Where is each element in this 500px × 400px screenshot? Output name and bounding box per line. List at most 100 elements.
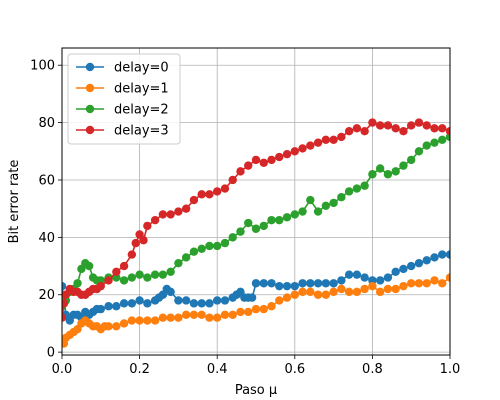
data-point <box>213 241 222 251</box>
data-point <box>313 290 323 299</box>
data-point <box>267 302 276 311</box>
data-point <box>391 124 400 133</box>
data-point <box>391 167 400 176</box>
data-point <box>96 304 106 314</box>
data-point <box>344 287 354 297</box>
x-tick-label: 1.0 <box>440 362 461 377</box>
data-point <box>259 158 268 167</box>
data-point <box>438 279 447 288</box>
data-point <box>135 270 144 279</box>
legend-marker <box>85 125 95 135</box>
data-point <box>368 281 377 291</box>
data-point <box>127 250 137 259</box>
data-point <box>259 279 268 288</box>
data-point <box>407 121 416 130</box>
data-point <box>313 207 323 216</box>
data-point <box>360 181 369 190</box>
data-point <box>337 192 346 202</box>
data-point <box>205 190 214 199</box>
data-point <box>445 250 450 259</box>
data-point <box>166 313 175 322</box>
data-point <box>119 276 129 285</box>
data-point <box>197 190 206 199</box>
data-point <box>228 310 237 320</box>
legend-label: delay=0 <box>114 61 169 76</box>
data-point <box>112 322 121 331</box>
y-axis-label: Bit error rate <box>7 160 22 244</box>
data-point <box>181 253 191 262</box>
data-point <box>321 201 331 211</box>
x-tick-label: 0.8 <box>362 362 383 377</box>
data-point <box>445 127 450 136</box>
data-point <box>112 267 121 276</box>
data-point <box>414 279 424 288</box>
data-point <box>181 310 191 320</box>
legend-box <box>67 53 181 145</box>
data-point <box>360 127 369 136</box>
data-point <box>158 313 168 322</box>
data-point <box>267 155 276 165</box>
data-point <box>313 138 323 147</box>
data-point <box>290 147 299 156</box>
y-tick-label: 100 <box>30 59 55 74</box>
data-point <box>104 302 113 311</box>
series-delay-0 <box>62 250 450 325</box>
data-point <box>352 270 362 279</box>
data-point <box>438 250 447 259</box>
data-point <box>430 124 439 133</box>
data-point <box>360 284 369 294</box>
data-point <box>104 322 113 331</box>
data-point <box>445 273 450 282</box>
data-point <box>290 281 299 291</box>
data-point <box>375 164 385 173</box>
series-layer <box>62 118 450 348</box>
legend-label: delay=3 <box>114 124 169 139</box>
data-point <box>213 313 222 322</box>
data-point <box>174 207 183 216</box>
y-tick-label: 80 <box>38 116 55 131</box>
data-point <box>150 316 160 325</box>
data-point <box>321 279 331 288</box>
data-point <box>205 299 214 308</box>
y-tick-label: 40 <box>38 231 55 246</box>
axes-frame <box>61 47 451 356</box>
legend-marker <box>85 62 95 72</box>
x-tick-label: 0.0 <box>52 362 73 377</box>
data-point <box>414 118 424 127</box>
data-point <box>407 261 416 271</box>
y-tick-label: 20 <box>38 288 55 303</box>
data-point <box>259 221 268 231</box>
data-point <box>197 244 206 254</box>
data-point <box>119 299 129 308</box>
data-point <box>368 276 377 285</box>
data-point <box>96 276 106 285</box>
data-point <box>220 184 230 193</box>
data-point <box>391 284 400 294</box>
data-point <box>391 267 400 276</box>
data-point <box>383 121 393 130</box>
data-point <box>430 253 439 262</box>
data-point <box>62 299 69 308</box>
data-point <box>158 270 168 279</box>
data-point <box>127 273 137 282</box>
data-point <box>275 215 284 225</box>
data-point <box>282 149 292 159</box>
data-point <box>158 210 168 219</box>
data-point <box>352 287 362 297</box>
data-point <box>220 310 230 320</box>
data-point <box>251 224 261 233</box>
data-point <box>282 281 292 291</box>
data-point <box>414 147 424 156</box>
data-point <box>368 170 377 179</box>
data-point <box>205 313 214 322</box>
data-point <box>228 233 237 242</box>
data-point <box>337 132 346 142</box>
data-point <box>290 290 299 299</box>
data-point <box>414 258 424 268</box>
data-point <box>306 279 315 288</box>
legend-marker <box>85 104 95 114</box>
data-point <box>251 155 261 165</box>
data-point <box>407 155 416 165</box>
data-point <box>135 316 144 325</box>
